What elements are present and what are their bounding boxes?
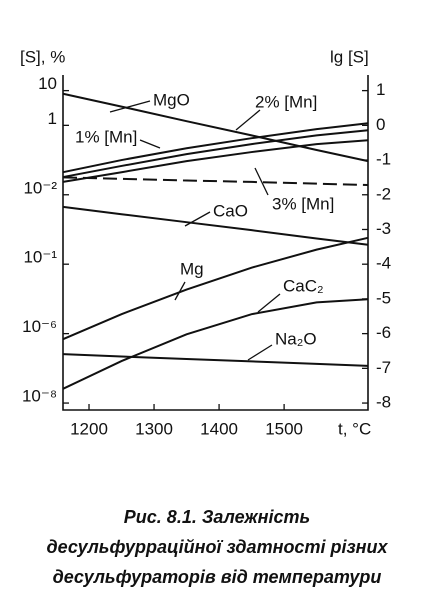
series-line — [62, 353, 369, 367]
series-line — [62, 92, 369, 163]
caption: Рис. 8.1. Залежність — [124, 507, 310, 527]
caption: десульфураторів від температури — [53, 567, 382, 587]
series-label: 2% [Mn] — [255, 92, 317, 111]
y2-axis-label: lg [S] — [330, 47, 369, 66]
series-line — [62, 129, 369, 179]
y-tick-label: 10⁻¹ — [23, 248, 57, 267]
y2-tick-label: -2 — [376, 184, 391, 203]
y2-tick-label: -8 — [376, 393, 391, 412]
series-label: CaO — [213, 201, 248, 220]
y-tick-label: 1 — [48, 109, 57, 128]
y-tick-label: 10⁻² — [23, 178, 57, 197]
y2-tick-label: -7 — [376, 358, 391, 377]
series-line — [62, 205, 369, 246]
y2-tick-label: -1 — [376, 150, 391, 169]
x-tick-label: 1300 — [135, 419, 173, 438]
y2-tick-label: 1 — [376, 80, 385, 99]
y-axis-label: [S], % — [20, 47, 65, 66]
caption: десульфурраційної здатності різних — [46, 537, 388, 557]
y-tick-label: 10⁻⁶ — [22, 317, 57, 336]
series-label: 1% [Mn] — [75, 127, 137, 146]
series-line — [62, 139, 369, 183]
x-tick-label: 1500 — [265, 419, 303, 438]
series-line — [62, 236, 369, 341]
series-label: MgO — [153, 90, 190, 109]
y2-tick-label: -3 — [376, 219, 391, 238]
y2-tick-label: 0 — [376, 115, 385, 134]
y-tick-label: 10 — [38, 74, 57, 93]
x-tick-label: 1200 — [70, 419, 108, 438]
series-line — [62, 122, 369, 174]
y-tick-label: 10⁻⁸ — [22, 387, 57, 406]
series-label: 3% [Mn] — [272, 194, 334, 213]
x-axis-label: t, °C — [338, 419, 371, 438]
series-label: Mg — [180, 259, 204, 278]
series-label: CaC₂ — [283, 276, 324, 295]
series-line — [62, 298, 369, 390]
y2-tick-label: -4 — [376, 254, 391, 273]
x-tick-label: 1400 — [200, 419, 238, 438]
y2-tick-label: -5 — [376, 288, 391, 307]
axes — [62, 75, 369, 411]
series-line — [62, 176, 369, 187]
series-label: Na₂O — [275, 329, 317, 348]
y2-tick-label: -6 — [376, 323, 391, 342]
